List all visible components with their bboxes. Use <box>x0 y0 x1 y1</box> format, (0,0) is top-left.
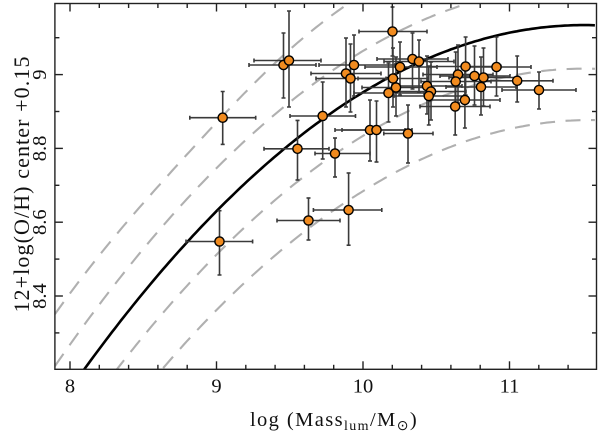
svg-text:9: 9 <box>29 69 51 79</box>
svg-text:8.4: 8.4 <box>29 283 51 309</box>
svg-text:12+log(O/H) center +0.15: 12+log(O/H) center +0.15 <box>9 55 34 312</box>
svg-text:8.6: 8.6 <box>29 209 51 235</box>
svg-text:log (Masslum/M⊙): log (Masslum/M⊙) <box>250 409 418 434</box>
svg-text:11: 11 <box>500 376 520 398</box>
svg-text:8: 8 <box>65 376 75 398</box>
svg-text:10: 10 <box>353 376 374 398</box>
svg-text:9: 9 <box>211 376 221 398</box>
svg-text:8.8: 8.8 <box>29 136 51 162</box>
